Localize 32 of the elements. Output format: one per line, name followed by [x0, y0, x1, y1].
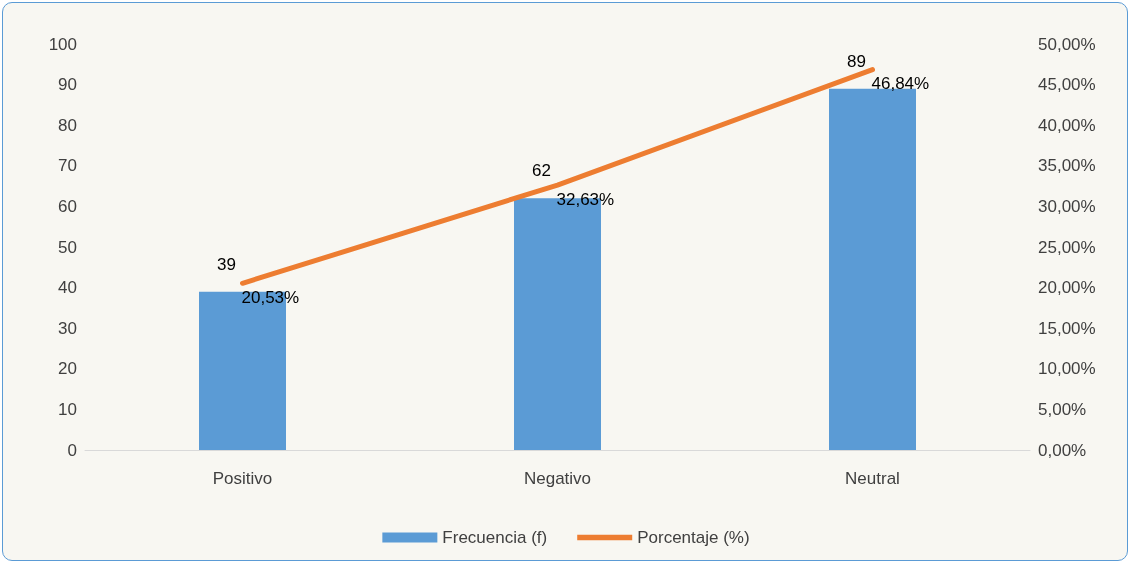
data-label: 32,63%	[556, 189, 615, 209]
y2-tick-label: 15,00%	[1038, 318, 1096, 338]
y2-tick-label: 5,00%	[1038, 399, 1087, 419]
y2-tick-label: 30,00%	[1038, 196, 1096, 216]
y-tick-label: 10	[58, 399, 77, 419]
y-tick-label: 60	[58, 196, 77, 216]
data-label: 62	[532, 161, 551, 181]
y-tick-label: 100	[48, 34, 77, 54]
y-tick-label: 40	[58, 278, 77, 298]
y2-tick-label: 45,00%	[1038, 75, 1096, 95]
y-tick-label: 30	[58, 318, 77, 338]
y-tick-label: 90	[58, 75, 77, 95]
y2-tick-label: 10,00%	[1038, 359, 1096, 379]
legend-label: Porcentaje (%)	[637, 528, 750, 547]
y-tick-label: 20	[58, 359, 77, 379]
data-label: 46,84%	[871, 74, 930, 94]
y-tick-label: 80	[58, 115, 77, 135]
x-tick-label: Neutral	[845, 469, 900, 488]
y2-tick-label: 0,00%	[1038, 440, 1087, 460]
y2-tick-label: 25,00%	[1038, 237, 1096, 257]
y-tick-label: 50	[58, 237, 77, 257]
data-label: 39	[217, 254, 236, 274]
y2-tick-label: 50,00%	[1038, 34, 1096, 54]
data-label: 89	[847, 51, 866, 71]
y2-tick-label: 40,00%	[1038, 115, 1096, 135]
x-tick-label: Positivo	[212, 469, 273, 488]
y2-tick-label: 35,00%	[1038, 156, 1096, 176]
y-tick-label: 0	[67, 440, 77, 460]
legend-label: Frecuencia (f)	[442, 528, 548, 547]
y2-tick-label: 20,00%	[1038, 278, 1096, 298]
x-tick-label: Negativo	[523, 469, 592, 488]
y-tick-label: 70	[58, 156, 77, 176]
